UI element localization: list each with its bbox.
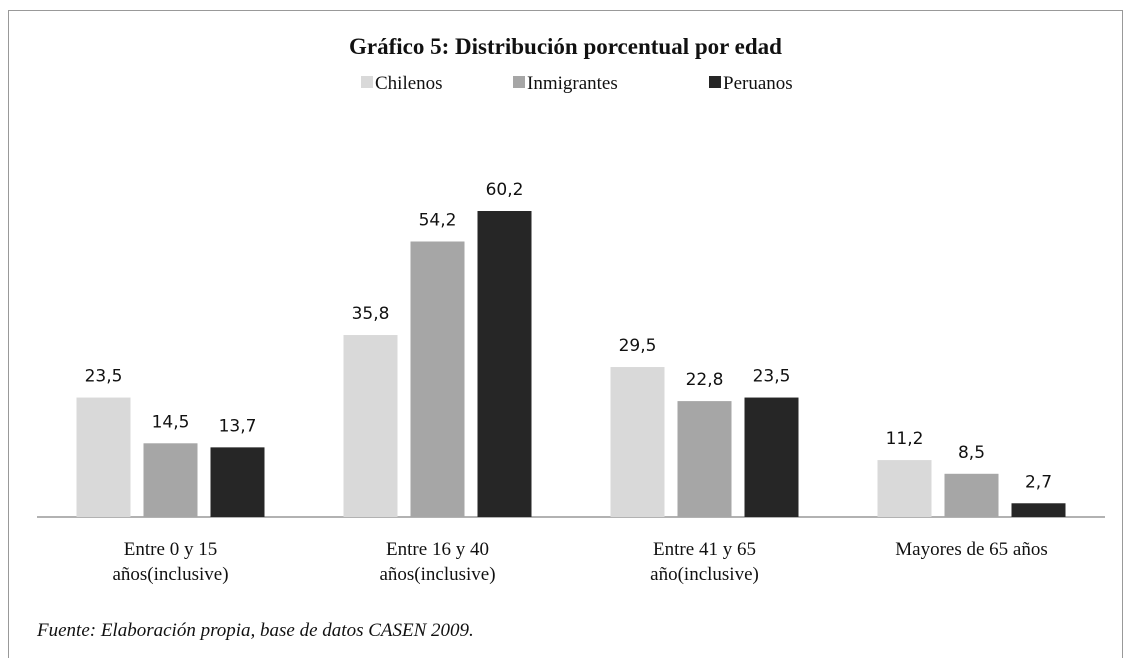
- legend-label: Inmigrantes: [527, 73, 618, 94]
- bar: [410, 241, 465, 517]
- bar: [610, 367, 665, 517]
- legend-swatch: [709, 76, 721, 88]
- x-tick-label: Mayores de 65 años: [895, 539, 1048, 560]
- legend-label: Peruanos: [723, 73, 793, 94]
- data-label: 23,5: [85, 367, 123, 387]
- bar: [944, 473, 999, 517]
- bar: [1011, 503, 1066, 517]
- legend-swatch: [513, 76, 525, 88]
- data-label: 14,5: [152, 412, 190, 432]
- data-label: 8,5: [958, 443, 985, 463]
- data-label: 22,8: [686, 370, 724, 390]
- source-note: Fuente: Elaboración propia, base de dato…: [37, 620, 474, 641]
- data-label: 54,2: [419, 211, 457, 231]
- data-label: 29,5: [619, 336, 657, 356]
- bar: [477, 211, 532, 517]
- bar: [76, 397, 131, 517]
- x-tick-label: Entre 16 y 40 años(inclusive): [379, 539, 496, 585]
- bar: [744, 397, 799, 517]
- bar: [877, 460, 932, 517]
- x-tick-label: Entre 0 y 15 años(inclusive): [112, 539, 229, 585]
- data-label: 2,7: [1025, 472, 1052, 492]
- data-label: 35,8: [352, 304, 390, 324]
- frame: [8, 10, 1123, 658]
- legend-label: Chilenos: [375, 73, 443, 94]
- legend-swatch: [361, 76, 373, 88]
- bar: [677, 401, 732, 517]
- data-label: 11,2: [886, 429, 924, 449]
- bar: [210, 447, 265, 517]
- bar: [143, 443, 198, 517]
- x-tick-label: Entre 41 y 65 año(inclusive): [650, 539, 759, 585]
- chart-title: Gráfico 5: Distribución porcentual por e…: [349, 34, 782, 59]
- data-label: 60,2: [486, 180, 524, 200]
- bar: [343, 335, 398, 517]
- data-label: 23,5: [753, 367, 791, 387]
- data-label: 13,7: [219, 416, 257, 436]
